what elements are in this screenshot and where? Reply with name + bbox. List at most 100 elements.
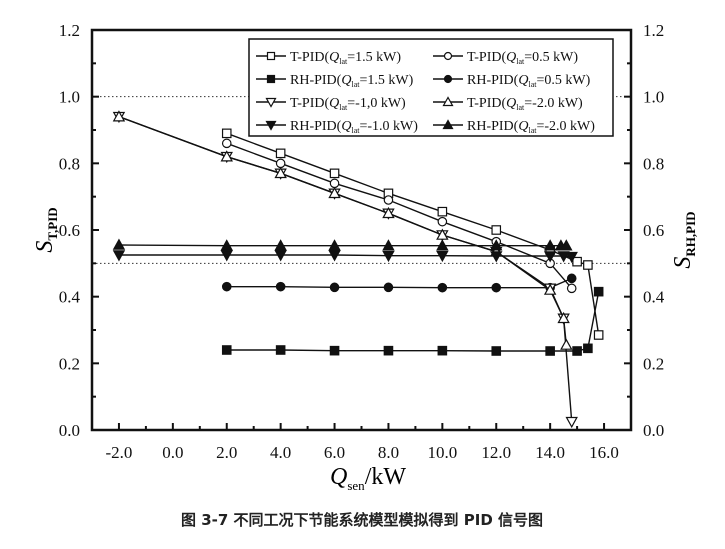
series-7 xyxy=(112,238,573,251)
circle-marker xyxy=(275,281,286,292)
y-left-tick-label: 0.8 xyxy=(59,154,80,173)
square-marker xyxy=(221,128,232,139)
triangle-down-marker xyxy=(265,120,277,131)
y-left-tick-label: 0.2 xyxy=(59,354,80,373)
legend-label: T-PID(Qlat=-2.0 kW) xyxy=(467,96,583,112)
triangle-up-marker xyxy=(382,239,395,251)
legend: T-PID(Qlat=1.5 kW) T-PID(Qlat=0.5 kW) RH-P… xyxy=(248,38,614,137)
x-tick-label: 16.0 xyxy=(589,443,619,462)
series-line xyxy=(226,291,600,352)
triangle-up-marker xyxy=(557,311,570,324)
y-right-tick-label: 1.2 xyxy=(643,21,664,40)
square-marker xyxy=(491,346,502,356)
triangle-down-marker xyxy=(565,251,578,264)
x-axis-label: Qsen/kW xyxy=(330,464,406,493)
circle-marker xyxy=(437,282,448,293)
series-6 xyxy=(112,250,578,264)
y-left-tick-label: 1.2 xyxy=(59,21,80,40)
circle-marker xyxy=(383,195,394,205)
square-marker xyxy=(329,168,340,179)
circle-marker xyxy=(275,158,286,169)
circle-marker xyxy=(566,283,577,294)
x-tick-label: 12.0 xyxy=(481,443,511,462)
square-marker xyxy=(221,345,232,355)
triangle-up-marker xyxy=(436,239,449,251)
x-tick-label: 10.0 xyxy=(427,443,457,462)
y-right-tick-label: 0.6 xyxy=(643,221,664,240)
legend-item: RH-PID(Qlat=-2.0 kW) xyxy=(433,119,595,135)
triangle-up-marker xyxy=(220,150,233,162)
legend-item: T-PID(Qlat=0.5 kW) xyxy=(433,50,578,66)
square-marker xyxy=(593,286,604,297)
legend-label: RH-PID(Qlat=1.5 kW) xyxy=(290,73,414,89)
y-left-tick-label: 0.4 xyxy=(59,288,81,307)
legend-box xyxy=(248,38,614,137)
triangle-up-marker xyxy=(543,239,557,251)
square-marker xyxy=(583,343,593,354)
series-group xyxy=(112,110,604,429)
circle-marker xyxy=(437,216,448,227)
circle-marker xyxy=(443,74,453,84)
y-left-tick-label: 0.0 xyxy=(59,421,80,440)
circle-marker xyxy=(443,51,453,61)
series-line xyxy=(226,142,573,289)
triangle-down-marker xyxy=(543,251,557,263)
legend-item: T-PID(Qlat=-2.0 kW) xyxy=(433,96,583,112)
legend-item: RH-PID(Qlat=-1.0 kW) xyxy=(256,119,418,135)
square-marker xyxy=(266,74,276,84)
y-axis-right-label: SRH,PID xyxy=(670,211,698,268)
triangle-down-marker xyxy=(328,250,341,262)
square-marker xyxy=(275,148,286,159)
legend-item: T-PID(Qlat=1.5 kW) xyxy=(256,50,401,66)
square-marker xyxy=(275,345,286,355)
square-marker xyxy=(329,345,340,356)
series-line xyxy=(226,132,600,336)
x-tick-label: 8.0 xyxy=(378,443,399,462)
legend-label: RH-PID(Qlat=-1.0 kW) xyxy=(290,119,418,135)
square-marker xyxy=(545,346,555,356)
series-4 xyxy=(112,111,578,429)
x-tick-label: 6.0 xyxy=(324,443,345,462)
triangle-down-marker xyxy=(436,250,449,263)
x-tick-label: 0.0 xyxy=(162,443,183,462)
triangle-up-marker xyxy=(328,186,341,199)
square-marker xyxy=(383,345,394,356)
triangle-up-marker xyxy=(543,283,557,295)
triangle-up-marker xyxy=(274,166,287,179)
triangle-down-marker xyxy=(557,251,570,263)
triangle-down-marker xyxy=(490,251,503,263)
series-5 xyxy=(112,110,573,350)
y-right-tick-label: 0.0 xyxy=(643,421,664,440)
square-marker xyxy=(266,51,276,61)
triangle-up-marker xyxy=(442,119,454,130)
triangle-up-marker xyxy=(112,238,126,250)
circle-marker xyxy=(221,281,232,292)
triangle-up-marker xyxy=(328,239,341,251)
circle-marker xyxy=(383,282,394,293)
circle-marker xyxy=(329,178,340,189)
square-marker xyxy=(572,256,582,267)
y-left-tick-label: 0.6 xyxy=(59,221,80,240)
square-marker xyxy=(437,206,448,217)
y-left-tick-label: 1.0 xyxy=(59,88,80,107)
series-line xyxy=(118,116,568,346)
triangle-up-marker xyxy=(490,239,503,251)
x-tick-label: 14.0 xyxy=(535,443,565,462)
legend-label: RH-PID(Qlat=0.5 kW) xyxy=(467,73,591,89)
triangle-down-marker xyxy=(565,416,578,429)
x-tick-label: 4.0 xyxy=(270,443,291,462)
y-axis-left-label: ST,PID xyxy=(32,207,60,252)
y-right-tick-label: 0.2 xyxy=(643,354,664,373)
circle-marker xyxy=(566,273,577,284)
legend-item: T-PID(Qlat=-1,0 kW) xyxy=(256,96,406,112)
series-line xyxy=(118,254,572,258)
triangle-up-marker xyxy=(560,338,573,350)
triangle-up-marker xyxy=(382,206,395,219)
series-line xyxy=(226,277,572,289)
legend-label: T-PID(Qlat=0.5 kW) xyxy=(467,50,578,66)
triangle-up-marker xyxy=(112,110,126,122)
square-marker xyxy=(491,225,502,235)
circle-marker xyxy=(329,282,340,293)
legend-label: RH-PID(Qlat=-2.0 kW) xyxy=(467,119,595,135)
triangle-down-marker xyxy=(112,250,126,262)
